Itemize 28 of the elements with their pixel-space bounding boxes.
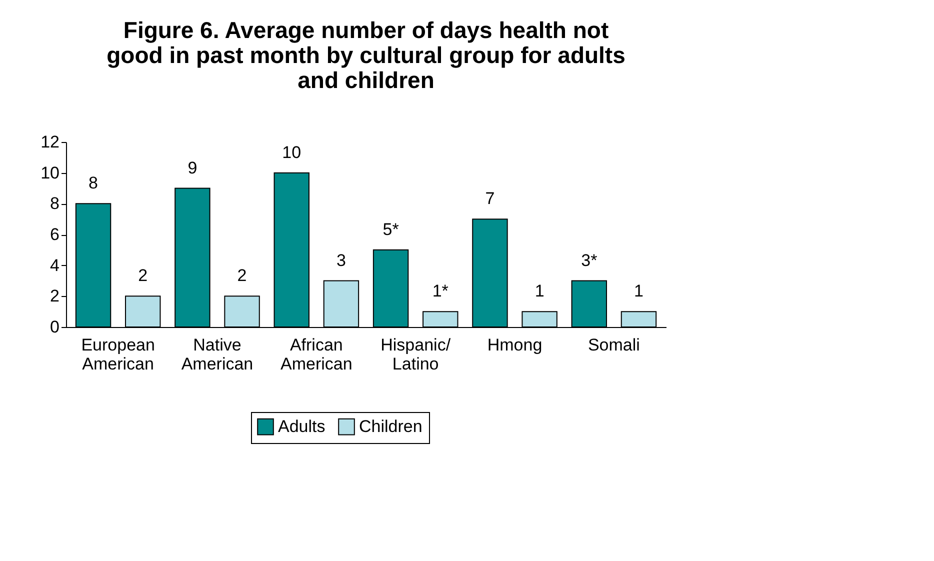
data-label: 3 bbox=[336, 250, 346, 270]
chart-title: Figure 6. Average number of days health not good in past month by cultural group for adults and children bbox=[106, 17, 626, 93]
data-label: 2 bbox=[138, 266, 148, 286]
data-label: 2 bbox=[237, 266, 247, 286]
data-label: 5* bbox=[382, 220, 400, 239]
data-label: 7 bbox=[485, 189, 495, 208]
x-tick-label: Hmong bbox=[487, 336, 542, 354]
data-label: 1* bbox=[432, 282, 449, 301]
legend-label: Adults bbox=[278, 416, 326, 436]
x-tick-label: Hispanic/ Latino bbox=[380, 336, 451, 374]
x-tick-label: Native American bbox=[181, 336, 254, 374]
x-tick-label: European American bbox=[81, 336, 155, 374]
legend-label: Children bbox=[359, 416, 422, 436]
data-label: 1 bbox=[534, 282, 544, 301]
data-label: 1 bbox=[634, 282, 644, 301]
y-tick-label: 10 bbox=[40, 163, 60, 182]
y-tick-label: 6 bbox=[50, 225, 60, 244]
data-label: 9 bbox=[188, 158, 198, 178]
data-label: 3* bbox=[581, 250, 598, 270]
data-label: 10 bbox=[282, 142, 302, 162]
x-tick-label: Somali bbox=[588, 336, 640, 354]
y-tick-label: 8 bbox=[50, 194, 60, 214]
y-tick-label: 0 bbox=[50, 318, 60, 336]
x-tick-label: African American bbox=[280, 336, 352, 374]
data-label: 8 bbox=[88, 174, 98, 193]
y-tick-label: 2 bbox=[50, 286, 60, 306]
y-tick-label: 12 bbox=[40, 132, 60, 152]
y-tick-label: 4 bbox=[50, 256, 60, 275]
